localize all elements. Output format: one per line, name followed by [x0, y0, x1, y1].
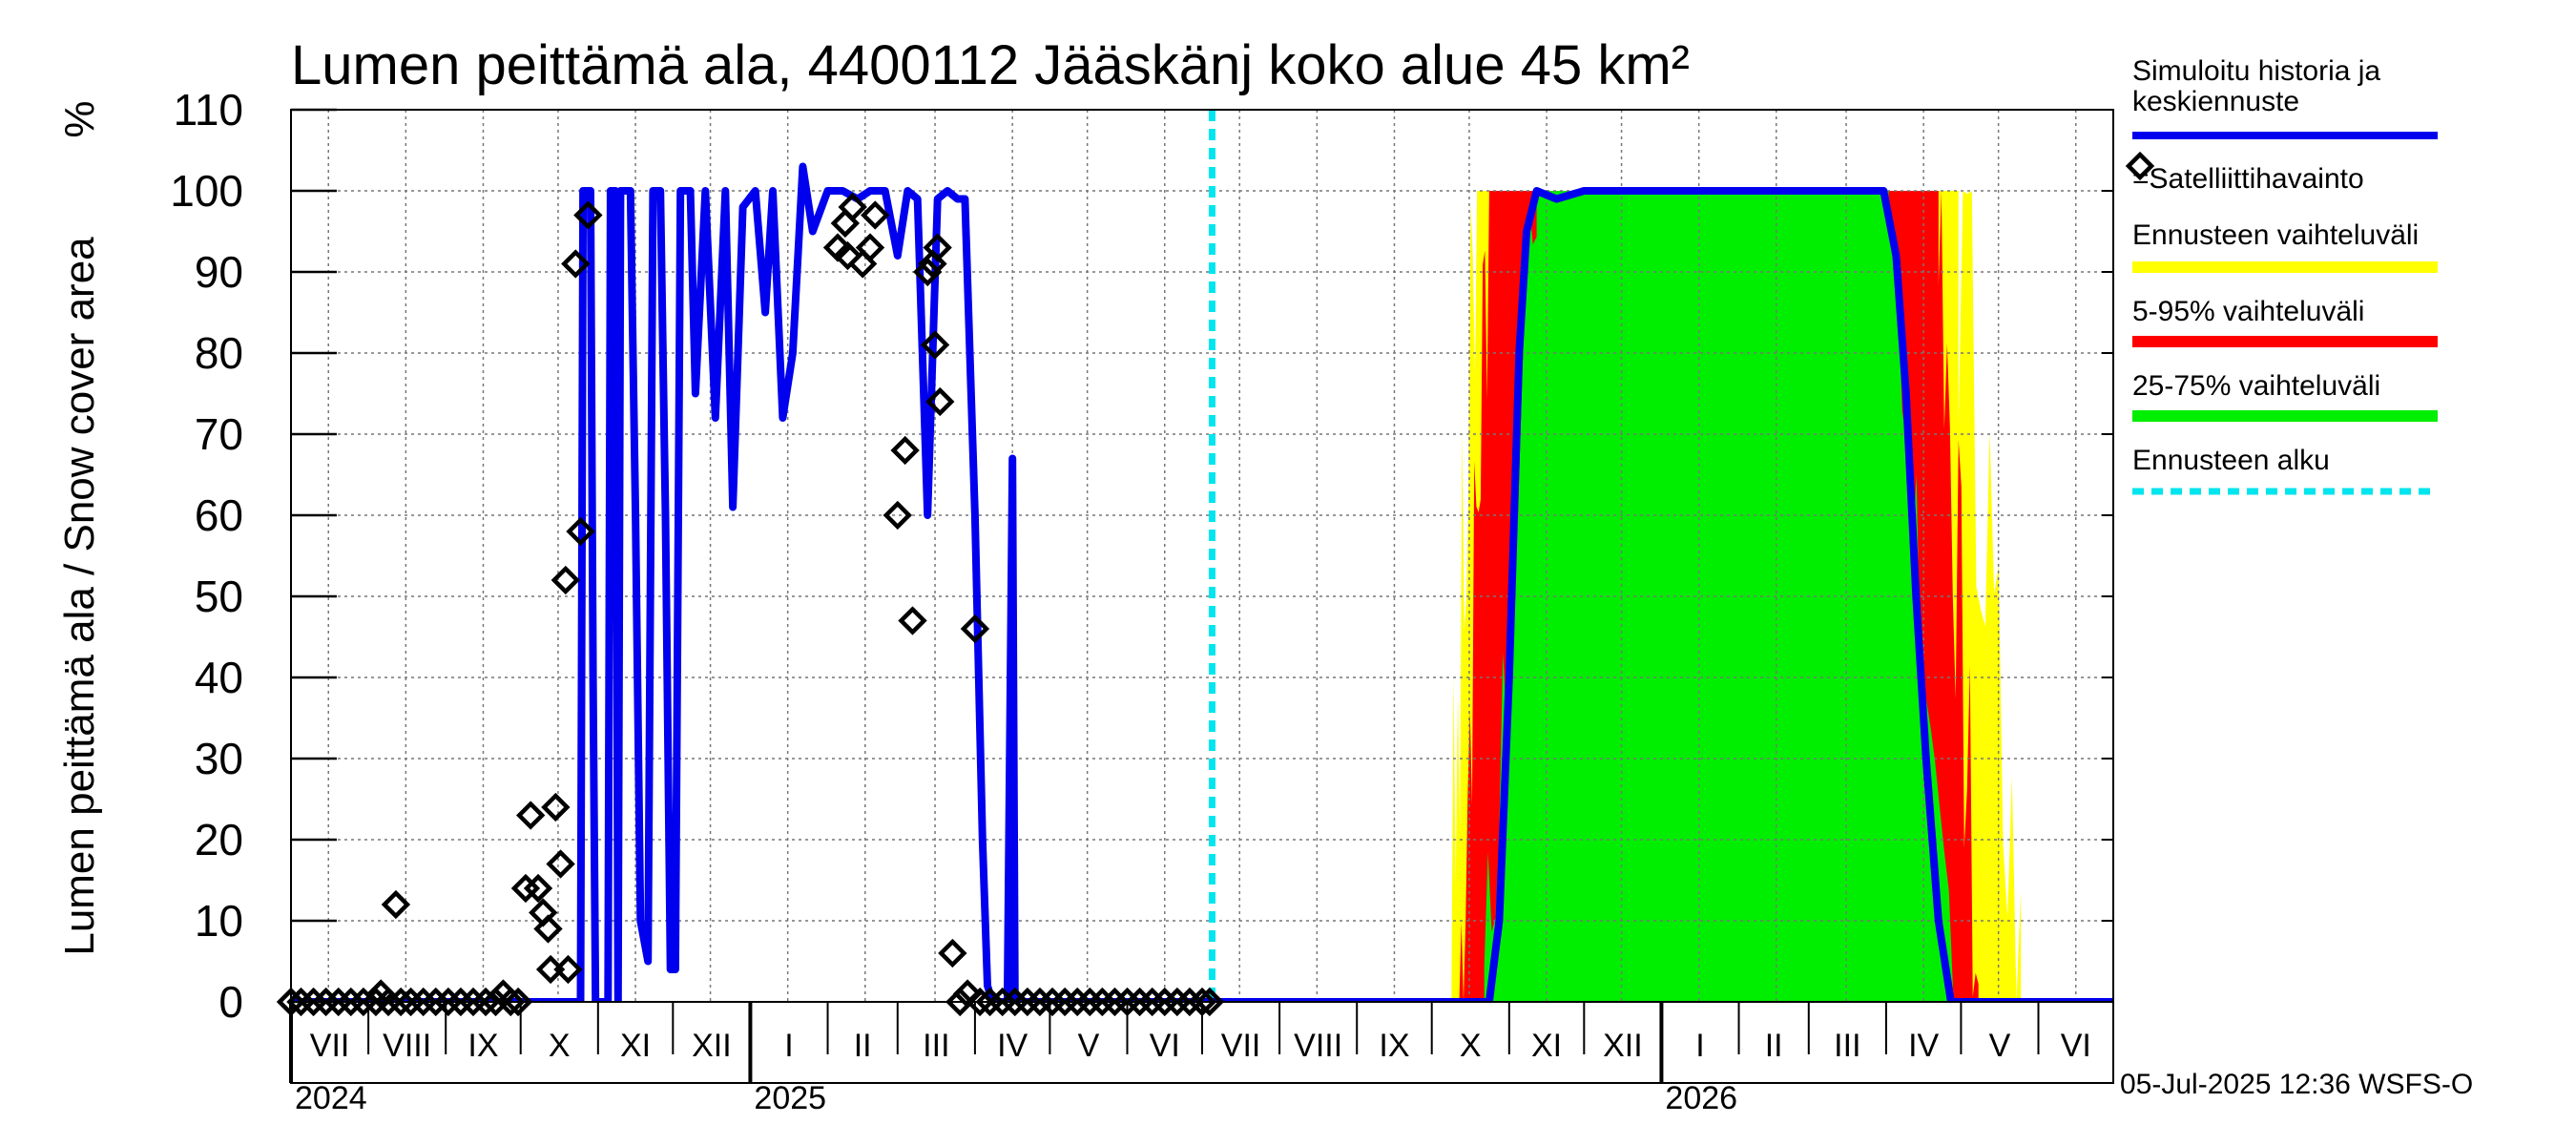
simulated-line-group	[291, 162, 2113, 1002]
y-axis-label: Lumen peittämä ala / Snow cover area	[56, 237, 103, 956]
y-tick-label: 70	[195, 409, 243, 459]
satellite-observation-point	[1195, 987, 1225, 1017]
legend-label-band-1: 5-95% vaihteluväli	[2132, 296, 2364, 327]
satellite-observation-point	[923, 233, 952, 262]
month-label: I	[784, 1028, 793, 1064]
satellite-observation-point	[918, 249, 947, 279]
y-tick-label: 110	[174, 85, 243, 135]
legend-label-simulated-1: Simuloitu historia ja	[2132, 55, 2380, 87]
month-label: VII	[1221, 1028, 1261, 1064]
satellite-observation-point	[515, 801, 546, 830]
y-tick-label: 30	[195, 734, 243, 783]
satellite-observation-point	[952, 979, 983, 1009]
y-tick-label: 50	[195, 572, 243, 621]
month-label: XI	[1531, 1028, 1562, 1064]
month-label: XI	[620, 1028, 651, 1064]
satellite-observation-point	[573, 200, 603, 230]
month-label: II	[1765, 1028, 1783, 1064]
satellite-observation-point	[546, 849, 575, 879]
legend-label-band-0: Ennusteen vaihteluväli	[2132, 219, 2419, 251]
forecast-bands	[1449, 191, 2022, 1002]
chart-title: Lumen peittämä ala, 4400112 Jääskänj kok…	[291, 34, 1690, 96]
forecast-band-2	[1484, 191, 1954, 1002]
satellite-observation-point	[925, 386, 955, 417]
satellite-observation-point	[861, 200, 890, 230]
month-label: II	[854, 1028, 872, 1064]
satellite-observation-point	[541, 792, 571, 822]
month-label: XII	[692, 1028, 732, 1064]
y-tick-label: 40	[195, 653, 243, 702]
satellite-observation-point	[965, 987, 995, 1017]
satellite-observation-point	[855, 233, 885, 262]
month-label: VIII	[383, 1028, 431, 1064]
satellite-observation-point	[938, 938, 967, 968]
satellite-observation-point	[833, 240, 862, 271]
y-axis: 0 10 20 30 40 50 60 70 80 90 100 110	[170, 85, 2113, 1027]
month-label: I	[1695, 1028, 1704, 1064]
month-label: III	[1834, 1028, 1860, 1064]
satellite-observation-point	[838, 192, 867, 222]
x-axis: VII VIII IX X XI XII I II III IV V VI VII VIII IX X XI XI…	[289, 1001, 2114, 1116]
month-label: VI	[2061, 1028, 2091, 1064]
satellite-observation-point	[561, 249, 591, 279]
satellite-observation-point	[566, 516, 595, 547]
month-label: VIII	[1294, 1028, 1342, 1064]
month-label: XII	[1603, 1028, 1643, 1064]
y-tick-label: 100	[170, 166, 243, 216]
y-tick-label: 0	[218, 977, 243, 1027]
legend-label-simulated-2: keskiennuste	[2132, 86, 2299, 117]
simulated-snow-cover-line	[291, 162, 2113, 1002]
footer-timestamp: 05-Jul-2025 12:36 WSFS-O	[2120, 1069, 2473, 1100]
satellite-observation-point	[381, 889, 411, 920]
satellite-observation-point	[883, 500, 912, 531]
satellite-observation-point	[898, 606, 927, 635]
satellite-observation-point	[533, 914, 563, 944]
satellite-observation-point	[553, 954, 583, 985]
month-label: X	[1460, 1028, 1482, 1064]
month-label: VII	[310, 1028, 350, 1064]
month-label: VI	[1150, 1028, 1180, 1064]
y-tick-label: 60	[195, 490, 243, 540]
year-label: 2025	[754, 1080, 826, 1116]
satellite-observation-point	[551, 565, 580, 595]
month-label: IX	[1379, 1028, 1409, 1064]
y-tick-label: 20	[195, 815, 243, 864]
satellite-observation-point	[496, 987, 526, 1017]
satellite-observation-point	[385, 987, 416, 1017]
month-label: IV	[997, 1028, 1028, 1064]
year-label: 2024	[295, 1080, 367, 1116]
satellite-observations	[276, 192, 1225, 1017]
month-label: IV	[1908, 1028, 1939, 1064]
satellite-observation-point	[523, 873, 553, 904]
legend-label-satellite: =Satelliittihavainto	[2132, 163, 2364, 195]
legend-swatch-satellite	[2125, 151, 2155, 181]
satellite-observation-point	[945, 987, 975, 1017]
y-tick-label: 90	[195, 247, 243, 297]
month-label: V	[1078, 1028, 1100, 1064]
satellite-observation-point	[503, 987, 533, 1017]
y-tick-label: 10	[195, 896, 243, 946]
month-label: III	[923, 1028, 949, 1064]
year-label: 2026	[1665, 1080, 1737, 1116]
satellite-observation-point	[960, 614, 990, 644]
y-tick-label: 80	[195, 328, 243, 378]
satellite-observation-point	[913, 257, 943, 287]
satellite-observation-point	[920, 330, 950, 360]
legend-label-band-2: 25-75% vaihteluväli	[2132, 370, 2380, 402]
month-label: X	[549, 1028, 571, 1064]
month-label: IX	[467, 1028, 498, 1064]
satellite-observation-point	[890, 435, 920, 466]
month-label: V	[1989, 1028, 2011, 1064]
legend-label-forecast-start: Ennusteen alku	[2132, 445, 2330, 476]
y-axis-unit: %	[56, 100, 103, 137]
